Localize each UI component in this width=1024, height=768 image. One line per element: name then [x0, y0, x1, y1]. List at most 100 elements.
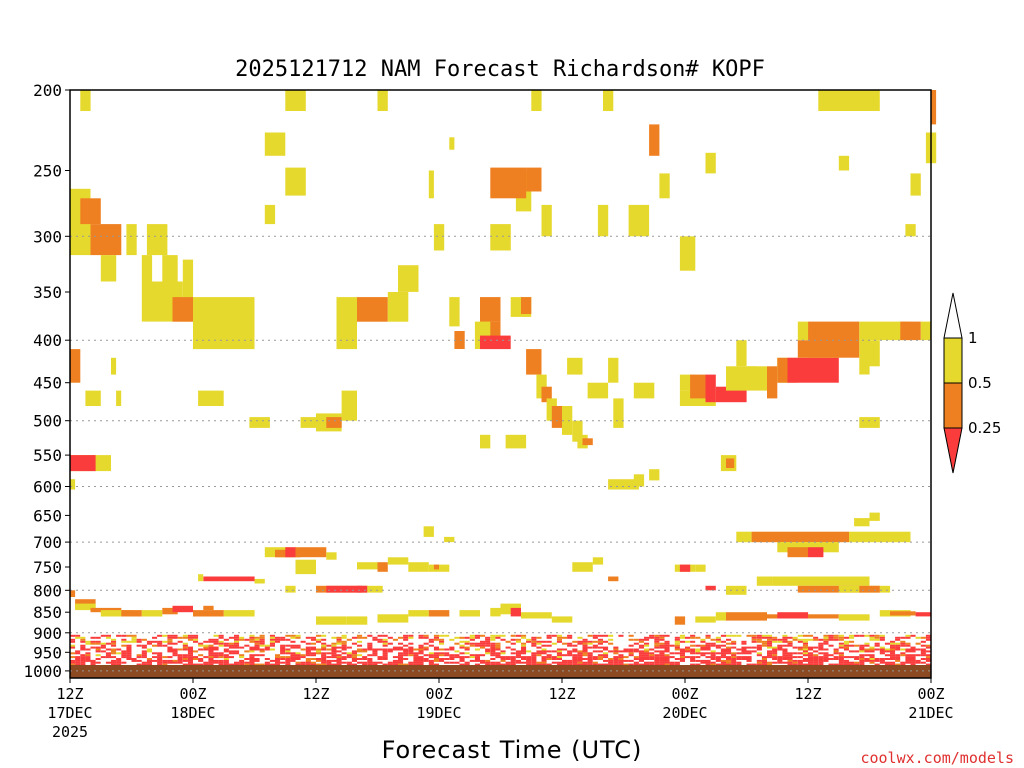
- boundary-layer-cell: [808, 652, 814, 655]
- boundary-layer-cell: [597, 654, 603, 657]
- boundary-layer-cell: [644, 642, 650, 645]
- boundary-layer-cell: [418, 636, 424, 639]
- boundary-layer-cell: [351, 654, 357, 657]
- heatmap-cell: [428, 610, 450, 617]
- boundary-layer-cell: [843, 663, 849, 666]
- boundary-layer-cell: [100, 656, 106, 659]
- boundary-layer-cell: [797, 648, 803, 651]
- boundary-layer-cell: [208, 644, 214, 647]
- boundary-layer-cell: [377, 656, 383, 659]
- boundary-layer-cell: [162, 661, 168, 664]
- heatmap-cell: [300, 417, 316, 428]
- boundary-layer-cell: [649, 652, 655, 655]
- boundary-layer-cell: [920, 650, 926, 653]
- boundary-layer-cell: [541, 644, 547, 647]
- boundary-layer-cell: [331, 654, 337, 657]
- boundary-layer-cell: [459, 656, 465, 659]
- boundary-layer-cell: [157, 661, 163, 664]
- boundary-layer-cell: [726, 648, 732, 651]
- boundary-layer-cell: [111, 642, 117, 645]
- boundary-layer-cell: [157, 634, 163, 637]
- boundary-layer-cell: [239, 646, 245, 649]
- boundary-layer-cell: [782, 644, 788, 647]
- boundary-layer-cell: [234, 640, 240, 643]
- boundary-layer-cell: [382, 642, 388, 645]
- heatmap-cell: [459, 610, 480, 617]
- boundary-layer-cell: [521, 646, 527, 649]
- boundary-layer-cell: [433, 646, 439, 649]
- x-tick-label: 12Z: [548, 685, 575, 703]
- boundary-layer-cell: [218, 661, 224, 664]
- boundary-layer-cell: [623, 656, 629, 659]
- heatmap-cell: [818, 90, 880, 111]
- boundary-layer-cell: [710, 661, 716, 664]
- boundary-layer-cell: [854, 661, 860, 664]
- boundary-layer-cell: [321, 656, 327, 659]
- boundary-layer-cell: [731, 659, 737, 662]
- boundary-layer-cell: [792, 656, 798, 659]
- boundary-layer-cell: [746, 663, 752, 666]
- x-tick-label: 17DEC: [47, 704, 92, 722]
- boundary-layer-cell: [172, 648, 178, 651]
- boundary-layer-cell: [556, 656, 562, 659]
- heatmap-cell: [172, 281, 183, 308]
- boundary-layer-cell: [187, 654, 193, 657]
- boundary-layer-cell: [562, 654, 568, 657]
- boundary-layer-cell: [490, 644, 496, 647]
- boundary-layer-cell: [792, 652, 798, 655]
- boundary-layer-cell: [751, 636, 757, 639]
- boundary-layer-cell: [377, 638, 383, 641]
- boundary-layer-cell: [546, 663, 552, 666]
- boundary-layer-cell: [208, 661, 214, 664]
- boundary-layer-cell: [177, 656, 183, 659]
- boundary-layer-cell: [521, 636, 527, 639]
- boundary-layer-cell: [474, 656, 480, 659]
- boundary-layer-cell: [398, 659, 404, 662]
- boundary-layer-cell: [326, 652, 332, 655]
- boundary-layer-cell: [423, 648, 429, 651]
- boundary-layer-cell: [418, 652, 424, 655]
- boundary-layer-cell: [654, 642, 660, 645]
- boundary-layer-cell: [879, 634, 885, 637]
- boundary-layer-cell: [295, 661, 301, 664]
- heatmap-cell: [859, 321, 870, 375]
- boundary-layer-cell: [372, 650, 378, 653]
- boundary-layer-cell: [228, 656, 234, 659]
- boundary-layer-cell: [546, 650, 552, 653]
- boundary-layer-cell: [193, 663, 199, 666]
- boundary-layer-cell: [136, 638, 142, 641]
- boundary-layer-cell: [136, 640, 142, 643]
- boundary-layer-cell: [797, 656, 803, 659]
- boundary-layer-cell: [679, 634, 685, 637]
- boundary-layer-cell: [715, 659, 721, 662]
- boundary-layer-cell: [720, 634, 726, 637]
- boundary-layer-cell: [685, 640, 691, 643]
- heatmap-cell: [787, 357, 839, 383]
- boundary-layer-cell: [485, 661, 491, 664]
- boundary-layer-cell: [305, 648, 311, 651]
- boundary-layer-cell: [213, 656, 219, 659]
- boundary-layer-cell: [515, 652, 521, 655]
- boundary-layer-cell: [720, 661, 726, 664]
- boundary-layer-cell: [305, 642, 311, 645]
- y-tick-label: 550: [33, 446, 62, 465]
- boundary-layer-cell: [105, 634, 111, 637]
- boundary-layer-cell: [597, 650, 603, 653]
- heatmap-cell: [172, 297, 193, 322]
- boundary-layer-cell: [592, 661, 598, 664]
- boundary-layer-cell: [603, 663, 609, 666]
- boundary-layer-cell: [105, 642, 111, 645]
- boundary-layer-cell: [474, 659, 480, 662]
- boundary-layer-cell: [172, 650, 178, 653]
- boundary-layer-cell: [700, 654, 706, 657]
- heatmap-cell: [367, 585, 383, 593]
- heatmap-cell: [490, 607, 501, 617]
- boundary-layer-cell: [679, 658, 685, 660]
- boundary-layer-cell: [500, 658, 506, 660]
- heatmap-cell: [531, 90, 542, 111]
- boundary-layer-cell: [710, 654, 716, 657]
- boundary-layer-cell: [869, 659, 875, 662]
- boundary-layer-cell: [259, 634, 265, 637]
- x-tick-label: 12Z: [56, 685, 83, 703]
- boundary-layer-cell: [654, 650, 660, 653]
